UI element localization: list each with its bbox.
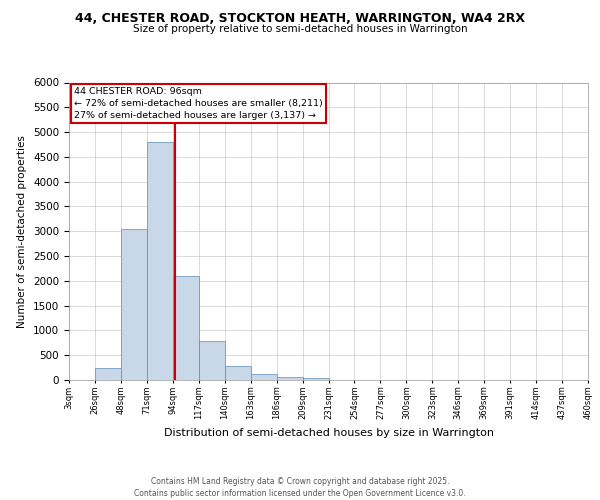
X-axis label: Distribution of semi-detached houses by size in Warrington: Distribution of semi-detached houses by …: [163, 428, 493, 438]
Bar: [121, 229, 147, 380]
Text: 44 CHESTER ROAD: 96sqm
← 72% of semi-detached houses are smaller (8,211)
27% of : 44 CHESTER ROAD: 96sqm ← 72% of semi-det…: [74, 87, 323, 120]
Bar: [199, 342, 224, 380]
Y-axis label: Number of semi-detached properties: Number of semi-detached properties: [17, 135, 28, 328]
Bar: [302, 378, 329, 380]
Bar: [277, 377, 302, 380]
Bar: [251, 374, 277, 380]
Text: 44, CHESTER ROAD, STOCKTON HEATH, WARRINGTON, WA4 2RX: 44, CHESTER ROAD, STOCKTON HEATH, WARRIN…: [75, 12, 525, 26]
Bar: [173, 276, 199, 380]
Text: Size of property relative to semi-detached houses in Warrington: Size of property relative to semi-detach…: [133, 24, 467, 34]
Bar: [225, 366, 251, 380]
Bar: [95, 368, 121, 380]
Text: Contains HM Land Registry data © Crown copyright and database right 2025.
Contai: Contains HM Land Registry data © Crown c…: [134, 476, 466, 498]
Bar: [147, 142, 173, 380]
